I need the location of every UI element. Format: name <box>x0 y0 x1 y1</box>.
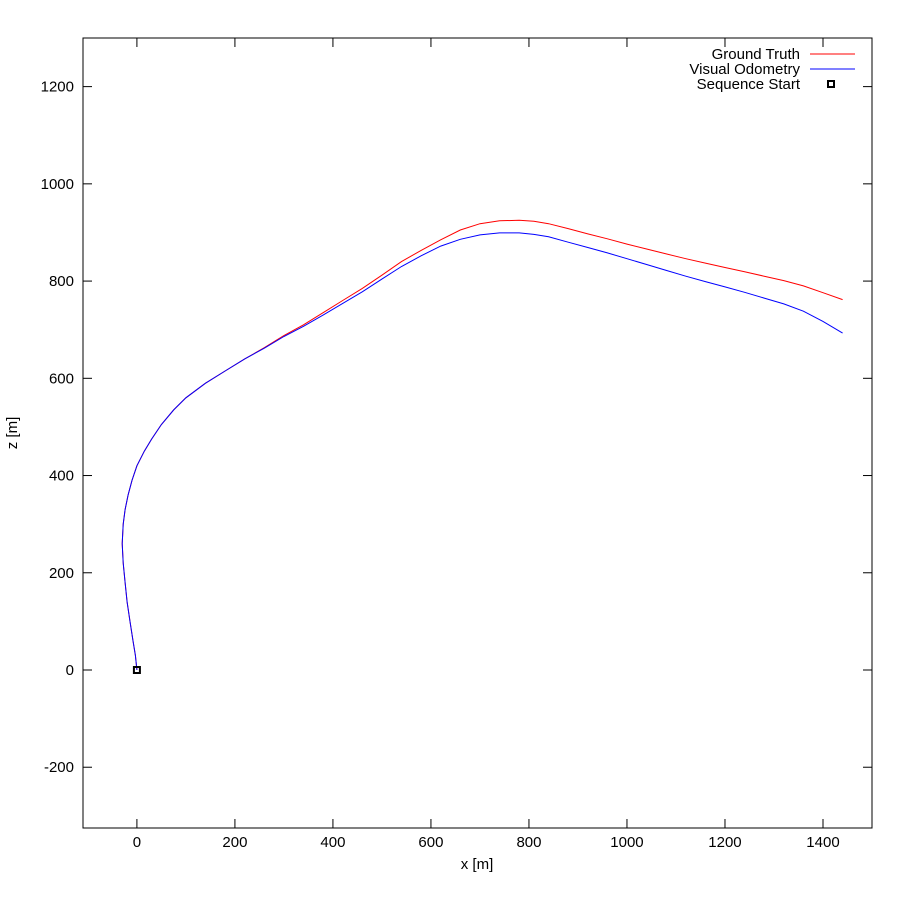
y-tick-label: -200 <box>44 759 74 776</box>
legend-label-ground-truth: Ground Truth <box>712 46 800 63</box>
x-tick-label: 1200 <box>708 834 741 851</box>
x-tick-label: 600 <box>418 834 443 851</box>
series-layer <box>121 219 843 674</box>
legend-label-visual-odometry: Visual Odometry <box>689 61 800 78</box>
y-axis-label: z [m] <box>4 417 21 450</box>
y-tick-label: 600 <box>49 370 74 387</box>
x-tick-label: 0 <box>133 834 141 851</box>
y-tick-label: 200 <box>49 565 74 582</box>
x-tick-label: 800 <box>516 834 541 851</box>
x-tick-label: 1400 <box>806 834 839 851</box>
visual-odometry-line <box>121 232 843 671</box>
x-tick-label: 400 <box>320 834 345 851</box>
x-tick-label: 200 <box>222 834 247 851</box>
x-axis-label: x [m] <box>461 856 494 873</box>
x-tick-label: 1000 <box>610 834 643 851</box>
sequence-start-marker <box>132 666 141 674</box>
plot-frame <box>82 37 873 829</box>
axis-ticks: 0 200 400 600 800 1000 1200 1400 -200 0 200 400 600 8… <box>41 38 872 851</box>
ground-truth-line <box>121 219 843 671</box>
legend-swatch-sequence-start <box>827 80 835 88</box>
y-tick-label: 1200 <box>41 79 74 96</box>
y-tick-label: 0 <box>66 662 74 679</box>
y-tick-label: 800 <box>49 273 74 290</box>
y-tick-label: 1000 <box>41 176 74 193</box>
y-tick-label: 400 <box>49 468 74 485</box>
legend-label-sequence-start: Sequence Start <box>697 76 801 93</box>
